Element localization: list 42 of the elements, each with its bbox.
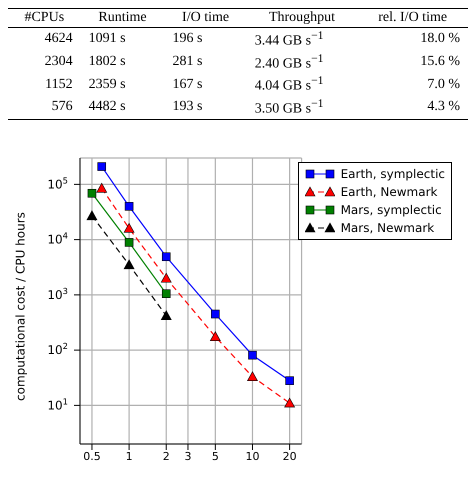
x-tick-label: 10 [245,449,260,462]
text: rel. I/O time [377,9,448,27]
text: 196 s [171,30,204,48]
text: I/O time [181,9,230,27]
y-tick-label: 10$^{4}$ [47,230,68,246]
text: Runtime [97,9,148,27]
text: 4.04 GB s$^{−1}$ [254,73,324,96]
y-tick-label: 10$^{2}$ [47,340,68,357]
text: 2304 [44,52,74,71]
legend-label: Earth, symplectic [340,166,445,183]
text: 2359 s [88,76,127,94]
text: 2.40 GB s$^{−1}$ [254,50,324,74]
x-tick-label: 0.5 [83,449,101,462]
text: 7.0 % [426,76,461,94]
y-tick-label: 10$^{1}$ [47,396,68,412]
legend-label: Mars, Newmark [340,220,434,237]
text: 167 s [171,76,204,94]
text: 3.44 GB s$^{−1}$ [254,28,324,51]
text: 576 [50,98,74,116]
text: #CPUs [23,9,66,27]
x-tick-label: 5 [212,449,219,462]
x-tick-label: 1 [126,449,133,462]
legend-label: Mars, symplectic [340,202,442,219]
y-tick-label: 10$^{3}$ [47,285,68,302]
legend-label: Earth, Newmark [340,184,438,201]
y-axis-title: computational cost / CPU hours [13,212,28,401]
text: 15.6 % [419,52,461,71]
x-tick-label: 3 [184,449,192,462]
text: 4482 s [88,98,127,116]
text: 4.3 % [426,98,461,116]
text: Throughput [268,9,336,27]
x-tick-label: 2 [162,449,170,462]
y-tick-label: 10$^{5}$ [47,174,68,191]
text: 1091 s [88,30,127,48]
text: 281 s [171,52,204,71]
text: 1802 s [88,52,127,71]
x-tick-label: 20 [282,449,297,462]
text: 193 s [171,98,204,116]
text: 1152 [44,76,74,94]
text: 3.50 GB s$^{−1}$ [254,96,324,119]
text: 18.0 % [419,30,461,48]
text: 4624 [44,30,74,48]
